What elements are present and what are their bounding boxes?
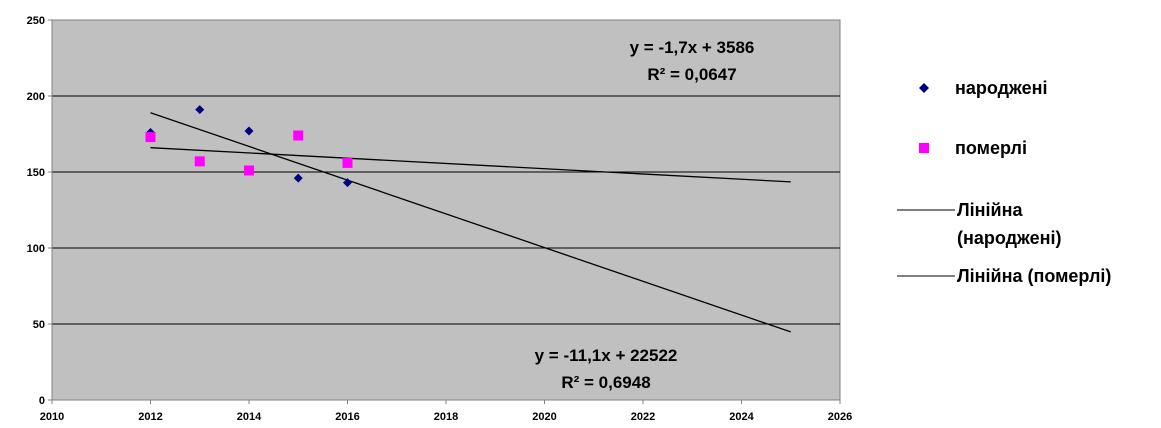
gridlines [52,95,840,325]
y-tick-label: 0 [39,395,45,407]
point-born [195,105,205,115]
point-died [342,157,353,168]
trendlines [150,112,791,333]
x-tick-label: 2024 [729,411,754,423]
legend-label-trend-born-1: Лінійна [957,200,1023,220]
data-points [145,105,353,188]
point-died [293,130,304,141]
x-tick-label: 2014 [237,411,262,423]
legend-marker-died [919,143,929,153]
point-born [343,178,352,188]
legend-label-trend-died: Лінійна (померлі) [957,266,1111,286]
y-tick-label: 250 [27,15,45,27]
axes: 0 50 100 150 200 250 2010 2012 2014 2016 2018 2020 2… [27,15,853,423]
legend-label-trend-born-2: (народжені) [957,228,1061,248]
x-tick-label: 2026 [828,411,852,423]
y-tick-label: 150 [27,167,45,179]
equation-born: y = -11,1x + 22522 [535,346,678,365]
legend-marker-born [919,83,929,93]
point-died [244,165,254,176]
legend: народжені померлі Лінійна (народжені) Лі… [897,78,1111,286]
point-born [244,126,254,136]
point-born [293,173,303,183]
plot-area [51,19,841,401]
legend-label-born: народжені [955,78,1047,98]
r-squared-born: R² = 0,6948 [561,373,650,392]
x-tick-label: 2018 [434,411,458,423]
x-tick-label: 2016 [335,411,359,423]
y-tick-label: 50 [33,319,45,331]
x-tick-label: 2010 [40,411,64,423]
x-tick-label: 2012 [138,411,162,423]
x-tick-label: 2022 [631,411,655,423]
point-died [194,156,205,167]
trendline-born [150,112,791,333]
y-tick-label: 200 [27,91,45,103]
y-tick-label: 100 [27,243,45,255]
equation-died: y = -1,7x + 3586 [630,38,755,57]
point-died [145,132,156,143]
trendline-died [150,147,791,183]
r-squared-died: R² = 0,0647 [647,65,736,84]
legend-label-died: померлі [955,138,1027,158]
x-tick-label: 2020 [532,411,556,423]
